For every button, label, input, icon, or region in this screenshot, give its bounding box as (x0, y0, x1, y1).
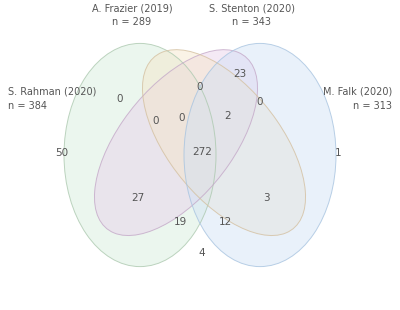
Text: 272: 272 (192, 147, 212, 157)
Text: 0: 0 (197, 82, 203, 92)
Ellipse shape (142, 50, 306, 236)
Text: 12: 12 (218, 217, 232, 227)
Text: 27: 27 (131, 193, 145, 203)
Text: 2: 2 (225, 111, 231, 121)
Text: 1: 1 (335, 148, 341, 158)
Text: 0: 0 (179, 113, 185, 123)
Text: 0: 0 (257, 97, 263, 107)
Ellipse shape (184, 43, 336, 267)
Text: 23: 23 (233, 69, 247, 79)
Text: A. Frazier (2019)
n = 289: A. Frazier (2019) n = 289 (92, 3, 172, 27)
Text: 0: 0 (153, 116, 159, 126)
Ellipse shape (94, 50, 258, 236)
Text: 19: 19 (173, 217, 187, 227)
Text: 4: 4 (199, 248, 205, 258)
Text: S. Rahman (2020)
n = 384: S. Rahman (2020) n = 384 (8, 87, 96, 111)
Ellipse shape (64, 43, 216, 267)
Text: 50: 50 (56, 148, 68, 158)
Text: M. Falk (2020)
n = 313: M. Falk (2020) n = 313 (323, 87, 392, 111)
Text: S. Stenton (2020)
n = 343: S. Stenton (2020) n = 343 (209, 3, 295, 27)
Text: 0: 0 (117, 94, 123, 104)
Text: 3: 3 (263, 193, 269, 203)
